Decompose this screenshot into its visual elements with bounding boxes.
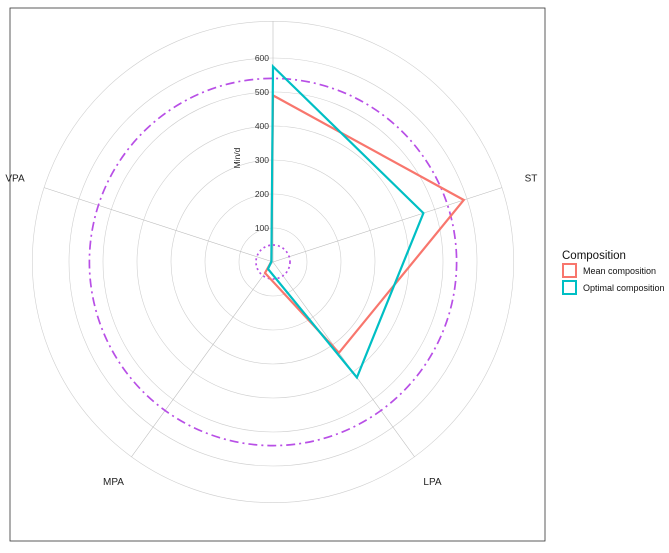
- legend-label: Mean composition: [583, 266, 656, 276]
- radial-tick-label: 300: [255, 155, 269, 165]
- legend-items: Mean composition Optimal composition: [562, 263, 665, 295]
- axis-label-st: ST: [525, 174, 538, 185]
- axis-labels: SleepSTLPAMPAVPA: [5, 174, 538, 488]
- series-polygon-optimal: [266, 63, 425, 380]
- axis-label-lpa: LPA: [423, 477, 441, 488]
- grid-circle-outer: [31, 20, 515, 504]
- radial-tick-label: 600: [255, 53, 269, 63]
- legend: Composition Mean composition Optimal comp…: [562, 250, 665, 295]
- radial-tick-label: 400: [255, 121, 269, 131]
- axis-label-vpa: VPA: [5, 174, 25, 185]
- radial-tick-label: 500: [255, 87, 269, 97]
- spoke-line: [43, 187, 274, 263]
- reference-circle: [255, 244, 291, 280]
- radial-axis-label: Min/d: [232, 147, 242, 168]
- spoke-line: [272, 261, 415, 457]
- radial-tick-label: 200: [255, 189, 269, 199]
- reference-circle: [88, 77, 458, 447]
- legend-label: Optimal composition: [583, 283, 665, 293]
- spoke-line: [131, 261, 274, 457]
- axis-label-mpa: MPA: [103, 477, 124, 488]
- radial-tick-labels: 100 200 300 400 500 600: [255, 53, 269, 233]
- legend-title: Composition: [562, 250, 626, 262]
- series-layer: [263, 63, 466, 380]
- radial-tick-label: 100: [255, 223, 269, 233]
- legend-swatch: [562, 280, 577, 295]
- legend-swatch: [562, 263, 577, 278]
- reference-circles: [88, 77, 458, 447]
- panel-border: [9, 7, 546, 542]
